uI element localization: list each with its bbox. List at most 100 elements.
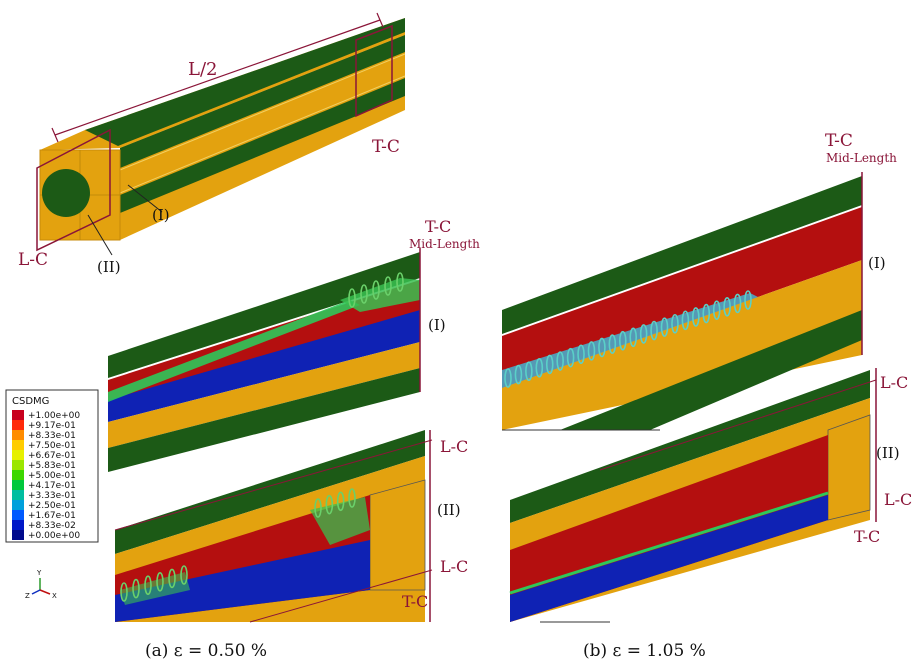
- axis-z-line: [31, 589, 41, 595]
- b2-tc-label: T-C: [854, 527, 880, 546]
- damage-wave: [650, 320, 658, 341]
- a1-damage-waves: [348, 272, 404, 308]
- damage-wave: [660, 317, 669, 337]
- caption-a: (a) ε = 0.50 %: [145, 641, 267, 660]
- legend-swatch: [12, 440, 24, 450]
- legend-value: +7.50e-01: [28, 441, 76, 451]
- a2-lc-guide-bot: [249, 569, 433, 623]
- b2-green-line: [509, 491, 829, 595]
- a2-lc-label-bot: L-C: [440, 557, 468, 576]
- legend-value: +5.00e-01: [28, 471, 76, 481]
- b2-groove-blue: [510, 495, 828, 622]
- panel-a-region-ii: L-C (II) L-C T-C: [114, 430, 468, 623]
- axis-z-label: Z: [25, 592, 30, 600]
- a2-end-face: [369, 479, 426, 591]
- a2-damage-waves-left: [120, 565, 188, 602]
- b2-lc-guide-top: [599, 379, 877, 471]
- a2-tc-label: T-C: [402, 592, 428, 611]
- damage-wave: [671, 313, 679, 334]
- half-length-label: L/2: [188, 59, 217, 80]
- legend-value: +1.67e-01: [28, 511, 76, 521]
- damage-wave: [733, 293, 742, 314]
- a1-lower-yellow: [108, 342, 420, 448]
- damage-wave: [712, 300, 721, 320]
- b2-end-face: [827, 414, 871, 521]
- leader-i: [127, 184, 163, 213]
- damage-wave: [514, 364, 523, 385]
- rve-top-face-green: [85, 18, 405, 146]
- axis-x-line: [39, 589, 51, 595]
- damage-wave: [639, 324, 648, 344]
- legend-swatch: [12, 480, 24, 490]
- rve-fiber-line-1: [119, 53, 406, 171]
- a2-lc-label-top: L-C: [440, 437, 468, 456]
- damage-wave: [618, 330, 627, 351]
- leader-ii: [87, 214, 113, 256]
- legend-value: +4.17e-01: [28, 481, 76, 491]
- damage-wave: [723, 296, 731, 317]
- damage-wave: [156, 571, 164, 592]
- legend-swatch: [12, 510, 24, 520]
- tc-section-frame: [355, 24, 393, 118]
- damage-wave: [360, 284, 368, 304]
- top-tc-label: T-C: [372, 137, 400, 157]
- a2-damage-waves: [314, 488, 356, 518]
- b2-lc-label-top: L-C: [880, 373, 908, 392]
- damage-wave: [692, 307, 700, 327]
- damage-wave: [132, 578, 140, 599]
- legend-value: +9.17e-01: [28, 421, 76, 431]
- caption-b: (b) ε = 1.05 %: [583, 641, 706, 660]
- b1-region-label: (I): [868, 254, 886, 272]
- legend-swatch: [12, 490, 24, 500]
- a1-bottom-green: [108, 368, 420, 472]
- panel-a-region-i: T-C Mid-Length (I): [108, 217, 480, 472]
- legend-swatch: [12, 420, 24, 430]
- damage-wave: [587, 341, 596, 361]
- half-length-dimension-line: [54, 19, 381, 136]
- legend-swatch: [12, 410, 24, 420]
- panel-b-region-ii: L-C (II) L-C T-C: [509, 368, 912, 623]
- damage-wave: [348, 488, 356, 508]
- b1-bottom-green: [560, 310, 862, 430]
- legend-swatch: [12, 520, 24, 530]
- legend-value: +0.00e+00: [28, 531, 80, 541]
- a1-damage-front: [340, 278, 420, 312]
- damage-wave: [681, 310, 690, 331]
- legend-value: +5.83e-01: [28, 461, 76, 471]
- damage-wave: [545, 354, 554, 375]
- a1-mid-length-label: Mid-Length: [409, 237, 480, 251]
- b1-tc-label: T-C: [825, 131, 853, 151]
- top-region-ii-label: (II): [97, 258, 121, 276]
- damage-wave: [577, 344, 585, 365]
- legend-swatch: [12, 450, 24, 460]
- damage-wave: [180, 565, 188, 585]
- legend-entries: +1.00e+00+9.17e-01+8.33e-01+7.50e-01+6.6…: [12, 410, 80, 541]
- top-region-i-label: (I): [152, 206, 170, 224]
- csdmg-legend: CSDMG +1.00e+00+9.17e-01+8.33e-01+7.50e-…: [5, 389, 99, 543]
- legend-value: +6.67e-01: [28, 451, 76, 461]
- a2-region-label: (II): [437, 501, 461, 519]
- rve-side-stripe-2: [120, 78, 405, 213]
- damage-wave: [168, 568, 176, 589]
- a2-groove-blue: [115, 540, 370, 622]
- dimension-tick-right: [376, 12, 384, 28]
- b1-yellow-body: [502, 260, 862, 430]
- damage-wave: [702, 303, 711, 324]
- b2-region-label: (II): [876, 444, 900, 462]
- dimension-tick-left: [51, 127, 59, 143]
- legend-value: +3.33e-01: [28, 491, 76, 501]
- damage-wave: [566, 347, 575, 368]
- damage-wave: [556, 351, 564, 371]
- rve-overview: L/2 T-C L-C (I) (II): [18, 12, 406, 276]
- damage-wave: [608, 334, 617, 354]
- axis-y-label: Y: [36, 569, 42, 577]
- a1-region-label: (I): [428, 316, 446, 334]
- legend-swatch: [12, 430, 24, 440]
- rve-side-stripe-1: [120, 35, 405, 168]
- a2-top-green: [115, 430, 425, 554]
- a1-transition: [108, 300, 360, 402]
- damage-wave: [144, 575, 152, 596]
- lc-section-frame: [36, 128, 111, 252]
- legend-swatch: [12, 500, 24, 510]
- legend-value: +8.33e-02: [28, 521, 76, 531]
